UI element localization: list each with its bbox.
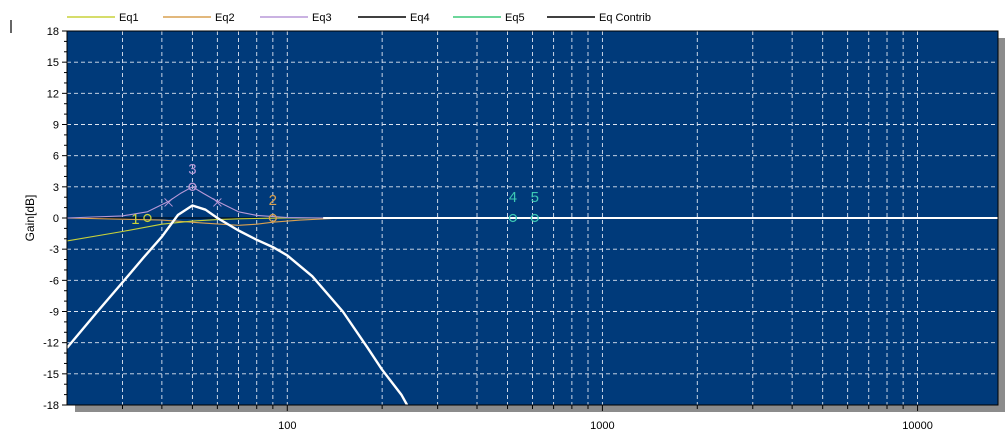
y-tick-label: 15 bbox=[47, 57, 59, 69]
legend-label: Eq5 bbox=[505, 12, 525, 24]
band-markers: 1 2 3 4 5 bbox=[131, 161, 539, 228]
band-marker-2 bbox=[268, 213, 278, 223]
legend-label: Eq2 bbox=[215, 12, 235, 24]
curve-eq3 bbox=[67, 186, 998, 219]
legend-label: Eq Contrib bbox=[599, 12, 651, 24]
band-marker-3 bbox=[188, 182, 197, 191]
legend-label: Eq1 bbox=[119, 12, 139, 24]
band-marker-label-2: 2 bbox=[269, 192, 277, 209]
eq3-bandwidth-handle bbox=[213, 198, 222, 207]
x-tick-label: 10000 bbox=[902, 420, 933, 432]
legend-label: Eq4 bbox=[410, 12, 430, 24]
eq3-bandwidth-handle bbox=[164, 198, 173, 207]
y-tick-label: 0 bbox=[53, 213, 59, 225]
band-marker-label-3: 3 bbox=[188, 161, 196, 178]
y-tick-label: -3 bbox=[49, 244, 59, 256]
legend-item-eq5: Eq5 bbox=[453, 12, 525, 24]
y-tick-label: -18 bbox=[43, 400, 59, 412]
band-marker-label-1: 1 bbox=[131, 211, 139, 228]
y-tick-label: 18 bbox=[47, 26, 59, 38]
y-tick-label: 9 bbox=[53, 120, 59, 132]
band-marker-4 bbox=[508, 213, 518, 223]
band-marker-label-4: 4 bbox=[509, 189, 517, 206]
legend-item-eq1: Eq1 bbox=[67, 12, 139, 24]
x-tick-label: 1000 bbox=[590, 420, 614, 432]
legend-item-eq4: Eq4 bbox=[358, 12, 430, 24]
curve-eq-contrib bbox=[67, 204, 409, 405]
y-tick-label: -15 bbox=[43, 369, 59, 381]
x-tick-label: 100 bbox=[278, 420, 296, 432]
legend-item-eq-contrib: Eq Contrib bbox=[547, 12, 651, 24]
grid-lines bbox=[67, 31, 998, 405]
curves bbox=[67, 186, 998, 405]
legend-label: Eq3 bbox=[312, 12, 332, 24]
legend-item-eq3: Eq3 bbox=[260, 12, 332, 24]
legend-item-eq2: Eq2 bbox=[163, 12, 235, 24]
band-marker-5 bbox=[530, 213, 539, 223]
y-tick-label: 12 bbox=[47, 88, 59, 100]
y-tick-label: 6 bbox=[53, 151, 59, 163]
y-tick-label: 3 bbox=[53, 182, 59, 194]
legend: Eq1 Eq2 Eq3 Eq4 Eq5 Eq Contrib bbox=[67, 12, 651, 24]
y-tick-label: -6 bbox=[49, 275, 59, 287]
y-tick-label: -9 bbox=[49, 307, 59, 319]
y-axis-label: Gain[dB] bbox=[23, 195, 37, 242]
band-marker-label-5: 5 bbox=[531, 189, 539, 206]
y-tick-label: -12 bbox=[43, 338, 59, 350]
band-marker-1 bbox=[143, 213, 152, 223]
